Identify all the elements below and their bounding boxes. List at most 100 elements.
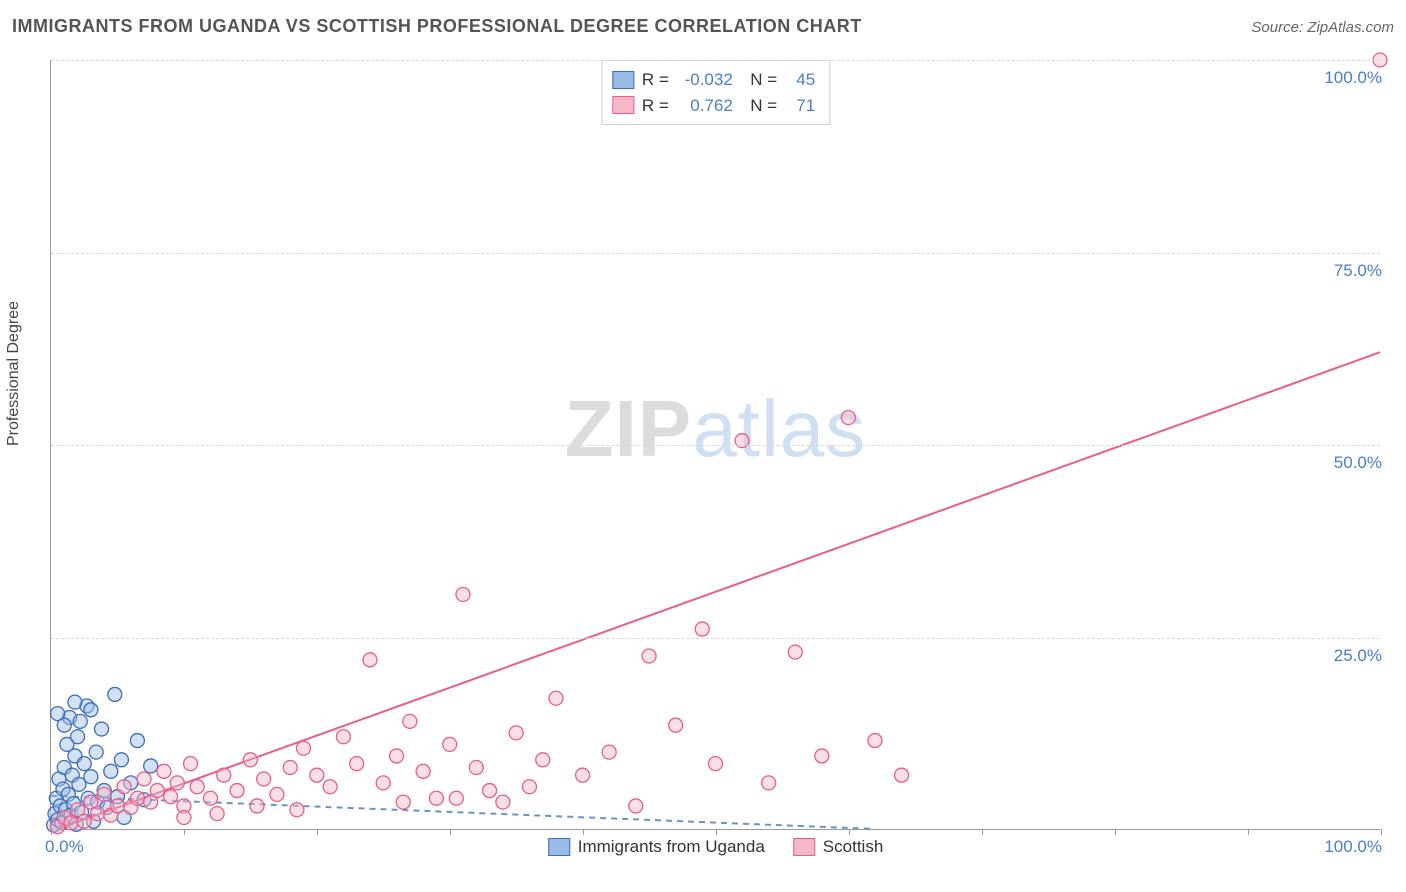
data-point [77,814,91,828]
data-point [762,776,776,790]
data-point [629,799,643,813]
data-point [403,714,417,728]
y-tick-label: 50.0% [1302,453,1382,473]
gridline-h [51,60,1380,61]
data-point [84,770,98,784]
data-point [114,753,128,767]
data-point [250,799,264,813]
x-tick [1115,829,1116,835]
y-tick-label: 75.0% [1302,261,1382,281]
data-point [64,816,78,830]
title-bar: IMMIGRANTS FROM UGANDA VS SCOTTISH PROFE… [12,16,1394,37]
data-point [376,776,390,790]
data-point [416,764,430,778]
data-point [297,741,311,755]
chart-title: IMMIGRANTS FROM UGANDA VS SCOTTISH PROFE… [12,16,862,37]
data-point [71,730,85,744]
data-point [157,764,171,778]
data-point [84,703,98,717]
data-point [522,780,536,794]
data-point [117,780,131,794]
bottom-legend-label-0: Immigrants from Uganda [578,837,765,857]
data-point [110,799,124,813]
data-point [104,764,118,778]
data-point [576,768,590,782]
data-point [469,760,483,774]
data-point [336,730,350,744]
data-point [257,772,271,786]
data-point [108,687,122,701]
bottom-legend-label-1: Scottish [823,837,883,857]
x-tick [450,829,451,835]
data-point [496,795,510,809]
data-point [549,691,563,705]
y-tick-label: 25.0% [1302,646,1382,666]
data-point [97,787,111,801]
data-point [290,803,304,817]
y-axis-label: Professional Degree [5,301,23,446]
data-point [68,695,82,709]
data-point [642,649,656,663]
data-point [815,749,829,763]
data-point [669,718,683,732]
data-point [456,587,470,601]
data-point [73,714,87,728]
x-tick [51,829,52,835]
x-tick [583,829,584,835]
data-point [243,753,257,767]
source-label: Source: [1251,19,1303,36]
data-point [709,757,723,771]
data-point [509,726,523,740]
plot-area: ZIPatlas R = -0.032 N = 45 R = 0.762 N =… [50,60,1380,830]
data-point [868,734,882,748]
x-tick [716,829,717,835]
bottom-legend-item-0: Immigrants from Uganda [548,837,765,857]
x-tick [184,829,185,835]
y-tick-label: 100.0% [1302,68,1382,88]
data-point [270,787,284,801]
data-point [602,745,616,759]
data-point [390,749,404,763]
data-point [310,768,324,782]
source-credit: Source: ZipAtlas.com [1251,19,1394,36]
bottom-swatch-0 [548,838,570,856]
data-point [536,753,550,767]
data-point [483,784,497,798]
data-point [170,776,184,790]
x-tick [1248,829,1249,835]
data-point [144,759,158,773]
data-point [177,810,191,824]
x-tick-max: 100.0% [1324,837,1382,857]
data-point [429,791,443,805]
x-tick [1381,829,1382,835]
data-point [217,768,231,782]
data-point [841,411,855,425]
data-point [95,722,109,736]
x-tick-min: 0.0% [45,837,84,857]
data-point [363,653,377,667]
data-point [150,784,164,798]
data-point [323,780,337,794]
data-point [137,772,151,786]
data-point [695,622,709,636]
x-tick [982,829,983,835]
data-point [203,791,217,805]
bottom-legend-item-1: Scottish [793,837,883,857]
gridline-h [51,445,1380,446]
x-tick [849,829,850,835]
data-point [190,780,204,794]
x-tick [317,829,318,835]
data-point [449,791,463,805]
data-point [91,807,105,821]
source-name: ZipAtlas.com [1307,19,1394,36]
data-point [230,784,244,798]
data-point [164,790,178,804]
data-point [350,757,364,771]
data-point [210,807,224,821]
gridline-h [51,638,1380,639]
data-point [283,760,297,774]
data-point [895,768,909,782]
gridline-h [51,253,1380,254]
data-point [788,645,802,659]
data-point [130,791,144,805]
